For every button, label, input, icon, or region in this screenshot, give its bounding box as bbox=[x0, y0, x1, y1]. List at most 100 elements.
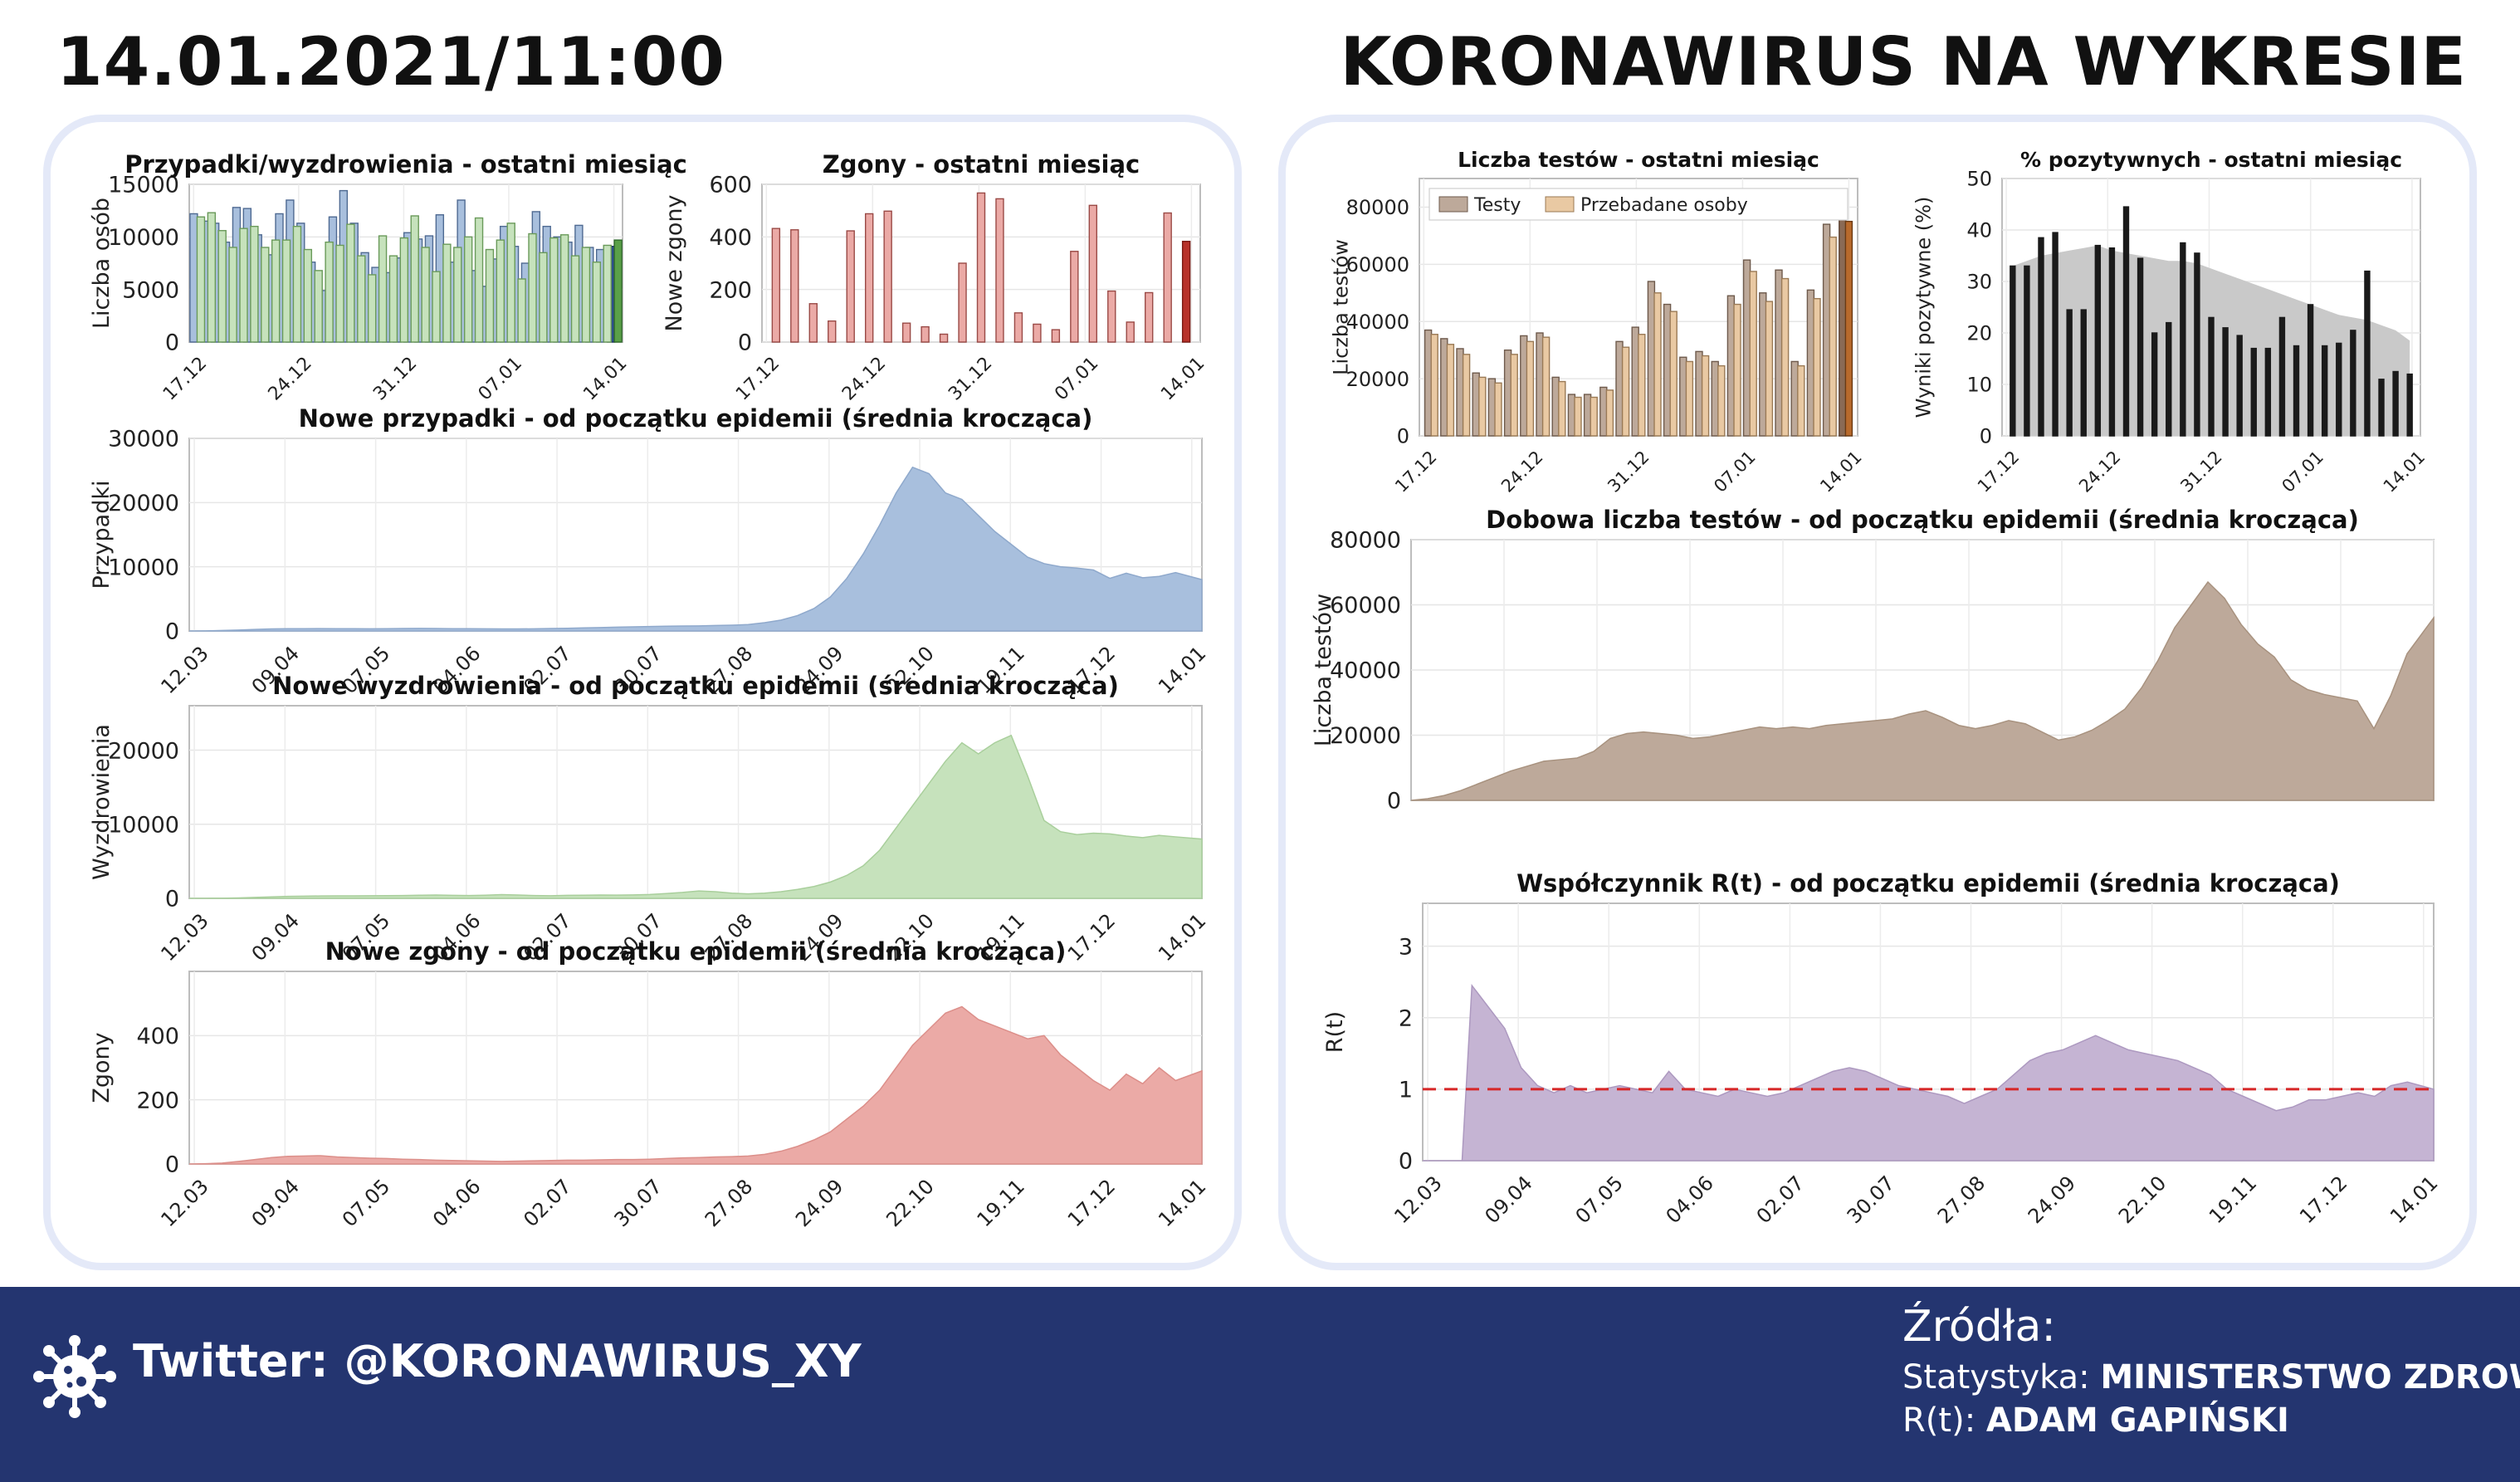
y-tick-label: 20000 bbox=[1346, 368, 1409, 391]
bar bbox=[1742, 259, 1751, 437]
bar bbox=[1822, 223, 1831, 437]
bar bbox=[207, 212, 217, 343]
x-tick-label: 30.07 bbox=[1843, 1171, 1899, 1228]
x-tick-label: 14.01 bbox=[579, 353, 631, 404]
y-tick-label: 0 bbox=[165, 1152, 179, 1178]
bar bbox=[1494, 382, 1502, 437]
bar bbox=[1599, 386, 1608, 437]
series-area bbox=[188, 1005, 1203, 1165]
legend-swatch-tests bbox=[1438, 196, 1468, 213]
bar bbox=[2151, 332, 2158, 437]
y-tick-label: 20000 bbox=[108, 738, 179, 764]
bar bbox=[292, 225, 302, 343]
bar bbox=[357, 255, 366, 343]
bar bbox=[1472, 372, 1480, 437]
x-tick-label: 17.12 bbox=[1974, 447, 2023, 496]
y-tick-label: 80000 bbox=[1346, 196, 1409, 219]
bar bbox=[2307, 304, 2314, 437]
bar bbox=[1107, 290, 1116, 343]
y-tick-label: 10 bbox=[1966, 374, 1992, 397]
bar bbox=[474, 217, 484, 343]
bar bbox=[1701, 355, 1710, 437]
bar bbox=[921, 325, 930, 343]
legend-label: Przebadane osoby bbox=[1580, 195, 1748, 216]
bar bbox=[303, 248, 313, 343]
bar bbox=[2293, 345, 2300, 437]
x-tick-label: 19.11 bbox=[2205, 1171, 2261, 1228]
rt-chart: 0 1 2 3 12.03 09.04 07.05 04.06 02.07 30.07 27.08 2… bbox=[1322, 869, 2443, 1228]
bar bbox=[1685, 360, 1694, 437]
bar bbox=[2208, 316, 2215, 437]
x-tick-label: 09.04 bbox=[247, 909, 304, 966]
legend: Testy Przebadane osoby bbox=[1428, 188, 1848, 221]
legend-swatch-people bbox=[1545, 196, 1575, 213]
bar bbox=[1574, 396, 1582, 437]
bar bbox=[528, 232, 537, 343]
bar bbox=[2364, 270, 2371, 437]
bar bbox=[958, 262, 967, 343]
bar bbox=[2052, 232, 2058, 437]
bar bbox=[1631, 326, 1639, 437]
bar bbox=[378, 235, 388, 343]
bar bbox=[976, 192, 986, 343]
bar bbox=[2278, 316, 2286, 437]
bar bbox=[995, 198, 1004, 343]
bar bbox=[1070, 251, 1079, 343]
x-tick-label: 02.07 bbox=[519, 1175, 575, 1231]
chart-title: Nowe wyzdrowienia - od początku epidemii… bbox=[272, 672, 1119, 700]
bar bbox=[2166, 321, 2172, 437]
chart-title: Współczynnik R(t) - od początku epidemii… bbox=[1516, 869, 2340, 898]
y-axis-label: Wyniki pozytywne (%) bbox=[1912, 197, 1936, 418]
bar bbox=[281, 239, 291, 343]
bar bbox=[453, 247, 462, 343]
x-tick-label: 22.10 bbox=[2114, 1171, 2171, 1228]
y-tick-label: 0 bbox=[165, 887, 179, 912]
y-tick-label: 30000 bbox=[108, 427, 179, 452]
x-tick-label: 07.01 bbox=[1710, 447, 1759, 496]
x-tick-label: 31.12 bbox=[369, 353, 421, 404]
chart-title: Nowe przypadki - od początku epidemii (ś… bbox=[299, 404, 1093, 433]
y-tick-label: 15000 bbox=[108, 173, 179, 198]
bar bbox=[2350, 330, 2356, 437]
bar bbox=[1567, 394, 1576, 437]
x-tick-label: 24.12 bbox=[2075, 447, 2124, 496]
bar bbox=[1647, 281, 1656, 437]
x-tick-label: 12.03 bbox=[1389, 1171, 1446, 1228]
x-tick-label: 31.12 bbox=[1604, 447, 1653, 496]
bar bbox=[1780, 277, 1790, 437]
bar bbox=[346, 223, 355, 343]
bar bbox=[2378, 379, 2385, 437]
y-tick-label: 30 bbox=[1966, 271, 1992, 294]
x-tick-label: 31.12 bbox=[945, 353, 996, 404]
y-tick-label: 0 bbox=[1387, 789, 1401, 814]
chart-title: Przypadki/wyzdrowienia - ostatni miesiąc bbox=[125, 150, 687, 179]
source-statistics: Statystyka: MINISTERSTWO ZDROWIA bbox=[1902, 1358, 2520, 1396]
bar bbox=[1033, 323, 1042, 343]
bar bbox=[2094, 244, 2102, 437]
page-title: KORONAWIRUS NA WYKRESIE bbox=[1340, 23, 2467, 100]
bar bbox=[399, 237, 409, 343]
series-area bbox=[188, 466, 1203, 632]
bar bbox=[1844, 220, 1853, 437]
bar bbox=[1446, 344, 1455, 437]
series-area bbox=[188, 734, 1203, 899]
bar bbox=[2180, 242, 2186, 437]
bar bbox=[883, 210, 892, 343]
x-tick-label: 04.06 bbox=[428, 1175, 485, 1231]
bar bbox=[864, 213, 874, 343]
x-tick-label: 30.07 bbox=[610, 1175, 667, 1231]
bar bbox=[2137, 257, 2144, 437]
source-label: R(t): bbox=[1902, 1401, 1986, 1440]
tests-month-chart: 0 20000 40000 60000 80000 17.12 24.12 31.12 07.0… bbox=[1330, 148, 1866, 496]
x-tick-label: 14.01 bbox=[2386, 1171, 2442, 1228]
bar bbox=[2010, 265, 2016, 437]
bar bbox=[1621, 346, 1630, 437]
y-tick-label: 0 bbox=[738, 330, 752, 356]
bar bbox=[1733, 303, 1741, 437]
y-tick-label: 0 bbox=[1399, 1149, 1413, 1175]
y-axis-label: Zgony bbox=[89, 1032, 115, 1103]
bar bbox=[808, 303, 818, 343]
y-axis-label: Liczba testów bbox=[1311, 594, 1336, 746]
y-tick-label: 0 bbox=[165, 619, 179, 645]
twitter-handle: Twitter: @KORONAWIRUS_XY bbox=[133, 1335, 862, 1387]
